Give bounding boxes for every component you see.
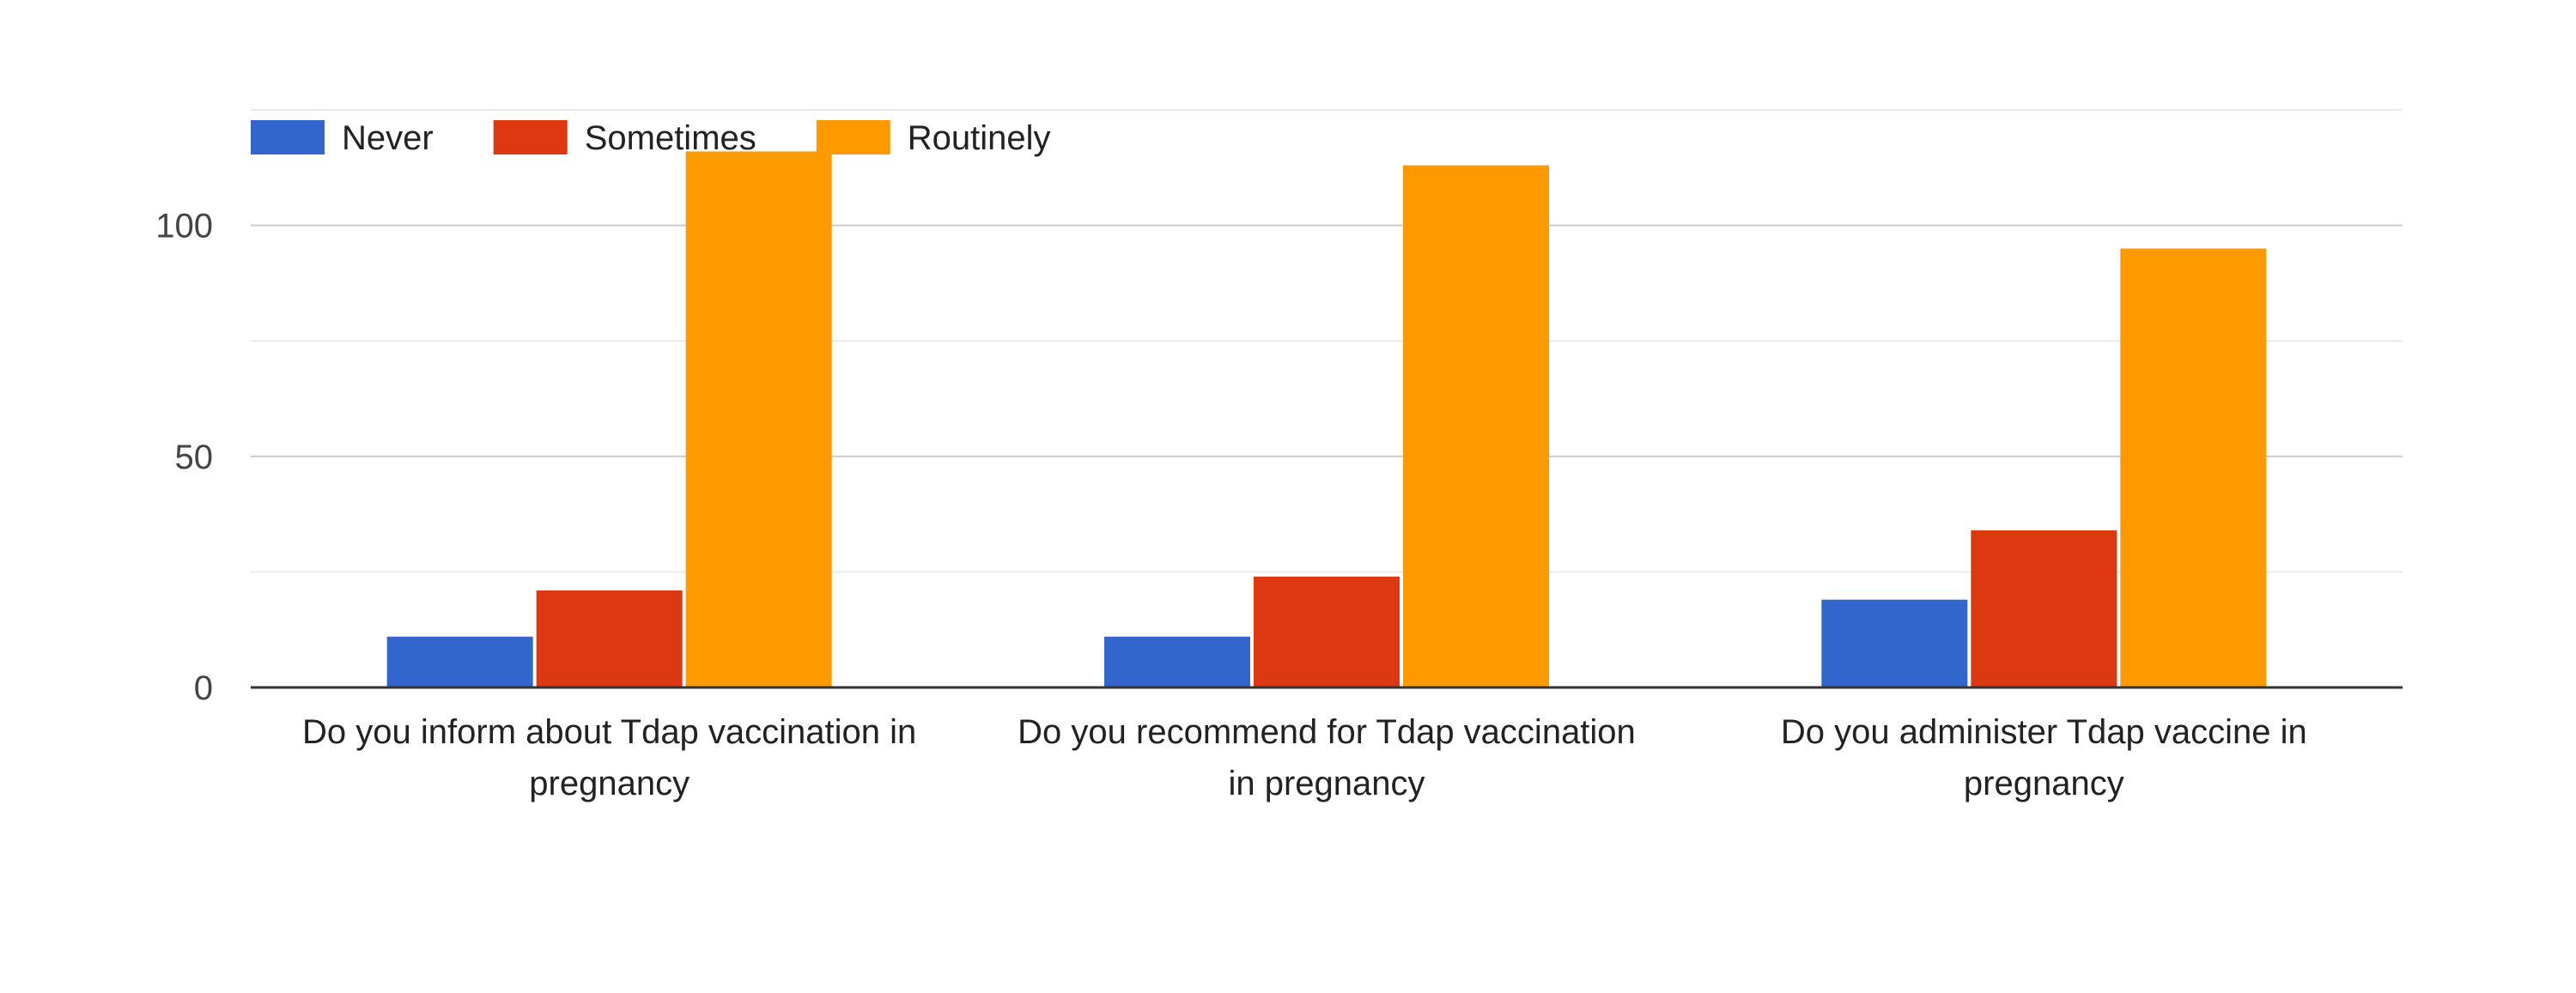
bar-never-1[interactable] xyxy=(386,636,533,687)
legend[interactable]: Never Sometimes Routinely xyxy=(251,119,1051,157)
gridlines xyxy=(251,109,2403,573)
legend-item-routinely[interactable]: Routinely xyxy=(816,119,1051,157)
legend-label: Routinely xyxy=(908,119,1051,157)
y-axis-ticks: 0 50 100 xyxy=(155,208,213,707)
bar-routinely-1[interactable] xyxy=(685,151,832,687)
legend-item-sometimes[interactable]: Sometimes xyxy=(493,119,756,157)
legend-swatch xyxy=(251,120,325,154)
bar-sometimes-1[interactable] xyxy=(536,590,683,687)
bars xyxy=(386,151,2267,687)
x-category-label: Do you inform about Tdap vaccination in p… xyxy=(302,713,916,802)
bar-routinely-2[interactable] xyxy=(1403,165,1549,687)
bar-never-2[interactable] xyxy=(1104,636,1250,687)
legend-swatch xyxy=(493,120,568,154)
legend-label: Never xyxy=(342,119,434,157)
y-tick-label: 50 xyxy=(175,439,214,476)
x-axis-category-labels: Do you inform about Tdap vaccination in p… xyxy=(302,713,2307,802)
legend-swatch xyxy=(816,120,890,154)
y-tick-label: 100 xyxy=(155,208,213,245)
bar-sometimes-3[interactable] xyxy=(1971,530,2117,687)
legend-label: Sometimes xyxy=(585,119,756,157)
y-tick-label: 0 xyxy=(194,669,213,707)
x-category-label: Do you recommend for Tdap vaccination in … xyxy=(1018,713,1636,802)
x-category-label: Do you administer Tdap vaccine in pregnan… xyxy=(1781,713,2307,802)
bar-routinely-3[interactable] xyxy=(2120,248,2267,687)
bar-never-3[interactable] xyxy=(1821,599,1968,687)
legend-item-never[interactable]: Never xyxy=(251,119,434,157)
bar-sometimes-2[interactable] xyxy=(1254,576,1400,687)
